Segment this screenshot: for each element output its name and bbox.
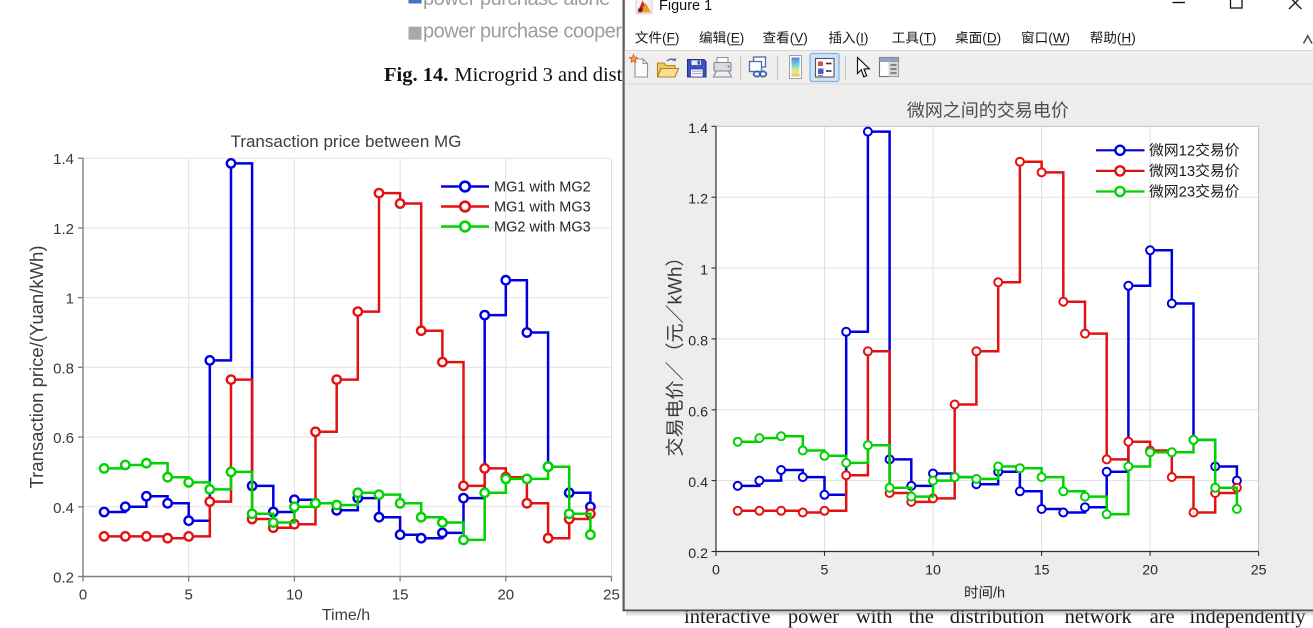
svg-text:0.8: 0.8: [688, 333, 708, 349]
svg-text:0: 0: [712, 563, 720, 579]
svg-text:0.2: 0.2: [53, 570, 74, 587]
svg-text:0.4: 0.4: [53, 500, 74, 517]
svg-text:12: 12: [1179, 143, 1195, 159]
svg-text:(W): (W): [1048, 31, 1070, 46]
svg-text:20: 20: [1142, 563, 1158, 579]
svg-text:Transaction price between MG: Transaction price between MG: [231, 132, 462, 151]
svg-text:10: 10: [286, 587, 303, 604]
svg-text:15: 15: [392, 587, 409, 604]
svg-text:(V): (V): [790, 31, 808, 46]
svg-text:(T): (T): [919, 31, 936, 46]
svg-text:1.4: 1.4: [53, 151, 74, 168]
svg-text:23: 23: [1179, 185, 1195, 201]
svg-text:0.6: 0.6: [688, 404, 708, 420]
svg-text:Time/h: Time/h: [322, 607, 370, 624]
svg-text:1.2: 1.2: [53, 221, 74, 238]
svg-text:0: 0: [79, 587, 87, 604]
svg-text:MG1 with MG3: MG1 with MG3: [494, 200, 591, 216]
svg-text:(E): (E): [726, 31, 744, 46]
svg-text:1: 1: [66, 291, 74, 308]
svg-text:MG2 with MG3: MG2 with MG3: [494, 220, 591, 236]
svg-text:15: 15: [1034, 563, 1050, 579]
svg-text:power purchase cooperatively: power purchase cooperatively: [423, 21, 675, 43]
svg-text:5: 5: [821, 563, 829, 579]
svg-text:13: 13: [1179, 164, 1195, 180]
svg-text:0.2: 0.2: [688, 546, 708, 562]
svg-text:1.4: 1.4: [688, 121, 708, 137]
svg-text:Figure 1: Figure 1: [659, 0, 712, 14]
svg-text:25: 25: [1251, 563, 1267, 579]
svg-text:(D): (D): [982, 31, 1001, 46]
svg-text:25: 25: [603, 587, 620, 604]
svg-text:MG1 with MG2: MG1 with MG2: [494, 180, 591, 196]
svg-text:1: 1: [700, 263, 708, 279]
svg-text:kWh: kWh: [666, 267, 687, 305]
svg-text:0.8: 0.8: [53, 360, 74, 377]
svg-text:Transaction price/(Yuan/kWh): Transaction price/(Yuan/kWh): [26, 246, 47, 489]
svg-text:0.6: 0.6: [53, 430, 74, 447]
svg-text:(H): (H): [1117, 31, 1136, 46]
svg-text:(F): (F): [662, 31, 679, 46]
svg-text:0.4: 0.4: [688, 475, 708, 491]
svg-text:5: 5: [185, 587, 193, 604]
svg-text:20: 20: [497, 587, 514, 604]
svg-text:power purchase alone: power purchase alone: [423, 0, 610, 10]
svg-text:10: 10: [925, 563, 941, 579]
svg-text:/h: /h: [993, 586, 1005, 602]
svg-text:1.2: 1.2: [688, 192, 708, 208]
svg-text:(I): (I): [856, 31, 869, 46]
